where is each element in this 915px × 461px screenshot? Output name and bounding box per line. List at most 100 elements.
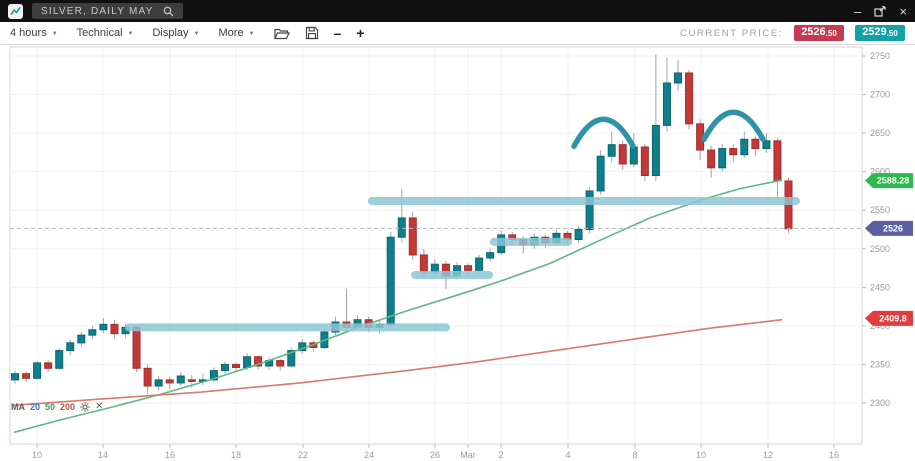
candle xyxy=(99,323,108,331)
x-axis-label: 8 xyxy=(632,450,637,460)
chevron-down-icon: ▼ xyxy=(51,31,58,37)
candle xyxy=(154,379,163,387)
open-folder-icon[interactable] xyxy=(273,27,290,40)
candle xyxy=(55,350,64,369)
y-axis-label: 2350 xyxy=(870,359,890,369)
y-axis-label: 2400 xyxy=(870,321,890,331)
save-icon[interactable] xyxy=(305,26,319,40)
candle xyxy=(33,362,42,379)
candle xyxy=(486,252,495,259)
y-axis-label: 2450 xyxy=(870,282,890,292)
x-axis-label: 4 xyxy=(565,450,570,460)
candle xyxy=(685,72,694,125)
candle xyxy=(707,149,716,169)
candle xyxy=(254,356,263,367)
menu-display[interactable]: Display ▼ xyxy=(152,27,200,39)
candle xyxy=(651,124,660,177)
y-axis-label: 2600 xyxy=(870,167,890,177)
y-axis-label: 2700 xyxy=(870,90,890,100)
symbol-search-box[interactable]: SILVER, DAILY MAY xyxy=(32,3,184,19)
zoom-out-button[interactable]: – xyxy=(333,25,342,41)
sr-zone xyxy=(490,237,572,246)
ma-legend-label: MA xyxy=(11,401,25,412)
menu-technical[interactable]: Technical ▼ xyxy=(76,27,134,39)
price-tag xyxy=(865,220,913,236)
candle xyxy=(475,257,484,271)
candle xyxy=(287,350,296,367)
symbol-title: SILVER, DAILY MAY xyxy=(41,5,154,17)
candle xyxy=(22,373,31,379)
candle xyxy=(751,138,760,150)
candle xyxy=(729,148,738,156)
close-button[interactable]: × xyxy=(899,3,907,19)
candle xyxy=(110,323,119,335)
x-axis-label: 22 xyxy=(298,450,308,460)
sr-zone xyxy=(368,196,800,205)
current-price-label: CURRENT PRICE: xyxy=(680,27,783,39)
candle xyxy=(430,263,439,273)
candle xyxy=(662,82,671,126)
ma-period-20: 20 xyxy=(30,401,41,412)
zoom-in-button[interactable]: + xyxy=(356,25,365,41)
plot-border xyxy=(9,46,863,445)
price-tag-value: 2588.28 xyxy=(877,176,910,186)
y-axis-label: 2300 xyxy=(870,398,890,408)
pattern-arc xyxy=(701,109,766,143)
price-tag-value: 2526 xyxy=(883,223,903,233)
x-axis-label: 10 xyxy=(32,450,42,460)
candle xyxy=(464,265,473,271)
ma-50-line xyxy=(13,179,783,434)
y-axis-label: 2650 xyxy=(870,128,890,138)
ma-settings-gear-icon[interactable] xyxy=(80,401,90,412)
candle xyxy=(718,148,727,169)
bid-price-badge: 2526.50 xyxy=(794,25,844,41)
ma-200-line xyxy=(13,318,783,407)
x-axis-label: 16 xyxy=(165,450,175,460)
candle xyxy=(585,190,594,230)
candle xyxy=(618,144,627,165)
toolbar: 4 hours ▼ Technical ▼ Display ▼ More ▼ – + C… xyxy=(0,22,915,45)
x-axis-label: 10 xyxy=(696,450,706,460)
candle xyxy=(640,146,649,177)
search-icon xyxy=(163,6,174,17)
candle xyxy=(11,373,19,381)
candle xyxy=(88,329,97,336)
x-axis-label: 14 xyxy=(98,450,108,460)
chevron-down-icon: ▼ xyxy=(127,31,134,37)
candle xyxy=(408,217,417,256)
ma-period-200: 200 xyxy=(60,401,76,412)
sr-zone xyxy=(411,270,493,279)
candle xyxy=(232,363,240,369)
candle xyxy=(674,72,682,84)
candle xyxy=(220,363,229,372)
sr-zone xyxy=(125,323,450,332)
ma-remove-icon[interactable]: ✕ xyxy=(95,401,104,412)
menu-more[interactable]: More ▼ xyxy=(218,27,255,39)
candle xyxy=(762,140,771,150)
price-tag-value: 2409.8 xyxy=(879,313,907,323)
x-axis-label: Mar xyxy=(460,450,476,460)
minimize-button[interactable]: – xyxy=(854,3,862,19)
popout-icon[interactable] xyxy=(874,5,887,17)
ask-price-badge: 2529.50 xyxy=(855,25,905,41)
candle xyxy=(574,228,583,241)
y-axis-label: 2550 xyxy=(870,205,890,215)
candle xyxy=(629,146,638,165)
candle xyxy=(740,138,749,156)
x-axis-label: 16 xyxy=(829,450,839,460)
timeframe-dropdown[interactable]: 4 hours ▼ xyxy=(10,27,58,39)
candle xyxy=(77,334,86,344)
title-bar: SILVER, DAILY MAY – × xyxy=(0,0,915,22)
x-axis-label: 26 xyxy=(430,450,440,460)
chevron-down-icon: ▼ xyxy=(193,31,200,37)
y-axis-label: 2500 xyxy=(870,244,890,254)
x-axis-label: 12 xyxy=(763,450,773,460)
chevron-down-icon: ▼ xyxy=(248,31,255,37)
price-chart[interactable]: 2750 2700 2650 2600 2550 2500 2450 2400 2350 2300… xyxy=(0,45,915,460)
chart-svg[interactable]: 2750270026502600255025002450240023502300… xyxy=(0,45,915,460)
candle xyxy=(143,367,152,387)
candle xyxy=(66,342,75,352)
candle xyxy=(44,362,53,369)
price-tag xyxy=(865,173,913,189)
